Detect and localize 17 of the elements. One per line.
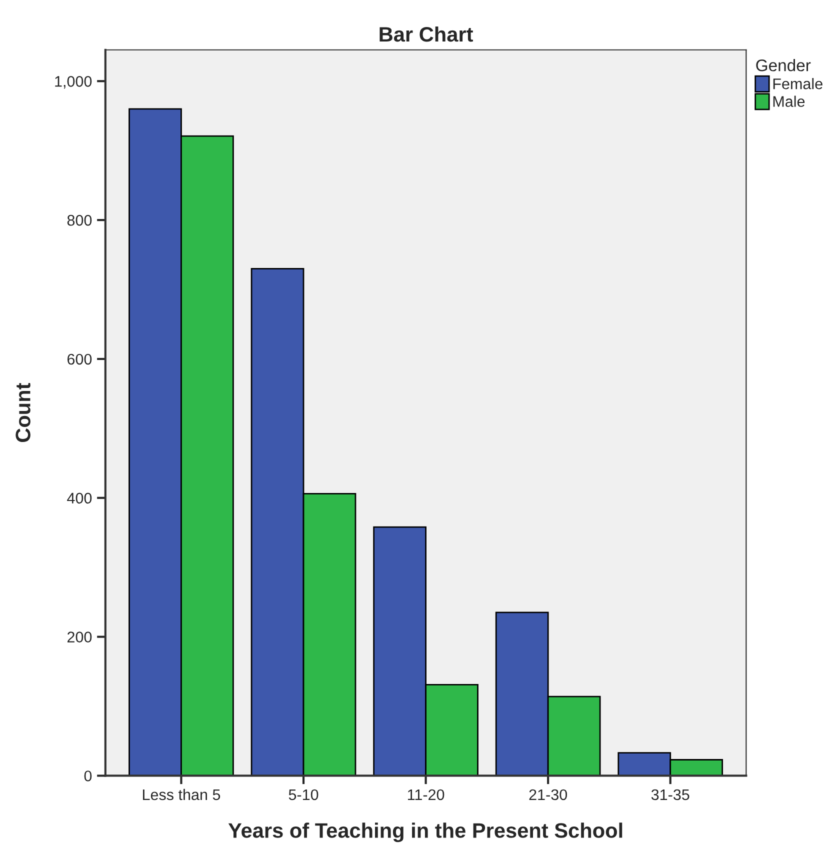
y-axis-title: Count — [16, 382, 30, 442]
x-tick-label: 5-10 — [288, 789, 318, 800]
y-tick-label: 1,000 — [55, 76, 92, 89]
x-tick-label: 31-35 — [651, 789, 690, 800]
chart-title: Bar Chart — [380, 26, 473, 42]
y-tick-label: 400 — [67, 492, 92, 504]
y-tick-label: 200 — [67, 632, 92, 642]
y-tick-label: 0 — [84, 770, 92, 782]
legend-label: Male — [773, 96, 805, 107]
y-tick-label: 600 — [68, 354, 92, 365]
x-tick-label: 11-20 — [408, 789, 444, 800]
legend-label: Female — [773, 78, 822, 90]
x-tick-label: Less than 5 — [142, 788, 220, 800]
x-axis-title: Years of Teaching in the Present School — [228, 822, 622, 842]
legend-title: Gender — [756, 59, 811, 72]
x-tick-label: 21-30 — [529, 789, 568, 800]
y-tick-label: 800 — [67, 214, 92, 226]
